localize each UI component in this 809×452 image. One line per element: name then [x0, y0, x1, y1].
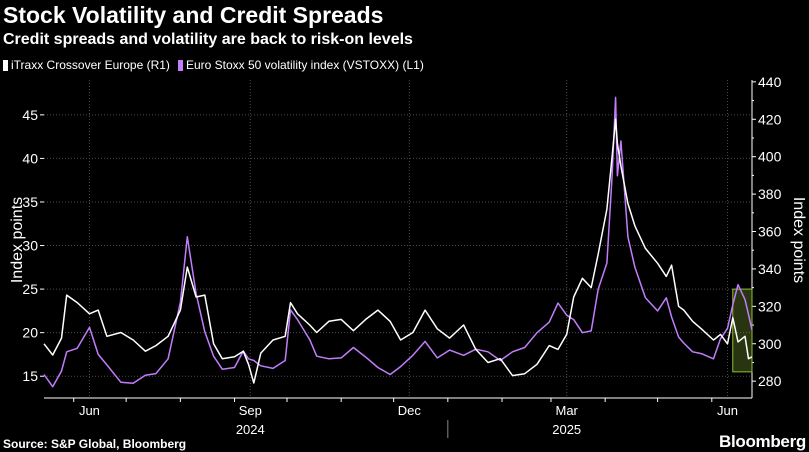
x-year-label: 2025	[552, 422, 581, 437]
y-right-tick-label: 280	[758, 373, 782, 389]
x-tick-label: Jun	[79, 403, 100, 418]
y-left-tick-label: 15	[22, 368, 38, 384]
legend-swatch-vstoxx	[177, 59, 183, 71]
legend-item-vstoxx: Euro Stoxx 50 volatility index (VSTOXX) …	[177, 58, 424, 72]
x-tick-label: Dec	[398, 403, 422, 418]
legend-label-vstoxx: Euro Stoxx 50 volatility index (VSTOXX) …	[185, 58, 424, 72]
y-right-tick-label: 320	[758, 298, 782, 314]
x-year-label: 2024	[236, 422, 265, 437]
x-tick-label: Sep	[239, 403, 262, 418]
y-left-tick-label: 25	[22, 281, 38, 297]
legend-item-itraxx: iTraxx Crossover Europe (R1)	[3, 58, 170, 72]
y-left-tick-label: 20	[22, 325, 38, 341]
series-line-vstoxx	[43, 96, 753, 388]
y-right-tick-label: 420	[758, 111, 782, 127]
series-line-itraxx	[43, 118, 753, 384]
y-right-tick-label: 360	[758, 224, 782, 240]
legend-label-itraxx: iTraxx Crossover Europe (R1)	[11, 58, 170, 72]
legend-swatch-itraxx	[3, 59, 8, 71]
bloomberg-logo: Bloomberg	[718, 432, 806, 451]
x-tick-label: Mar	[556, 403, 579, 418]
y-left-tick-label: 45	[22, 107, 38, 123]
y-right-tick-label: 380	[758, 186, 782, 202]
y-left-axis-title: Index points	[9, 197, 26, 283]
y-right-tick-label: 340	[758, 261, 782, 277]
y-right-tick-label: 400	[758, 149, 782, 165]
y-right-axis-title: Index points	[790, 197, 807, 283]
y-right-tick-label: 300	[758, 336, 782, 352]
chart-subtitle: Credit spreads and volatility are back t…	[3, 31, 413, 48]
source-note: Source: S&P Global, Bloomberg	[3, 437, 187, 451]
legend: iTraxx Crossover Europe (R1) Euro Stoxx …	[3, 58, 432, 72]
y-right-tick-label: 440	[758, 74, 782, 90]
y-left-tick-label: 40	[22, 150, 38, 166]
y-left-tick-label: 35	[22, 194, 38, 210]
chart-title: Stock Volatility and Credit Spreads	[3, 2, 384, 28]
y-left-tick-label: 30	[22, 238, 38, 254]
x-tick-label: Jun	[717, 403, 738, 418]
